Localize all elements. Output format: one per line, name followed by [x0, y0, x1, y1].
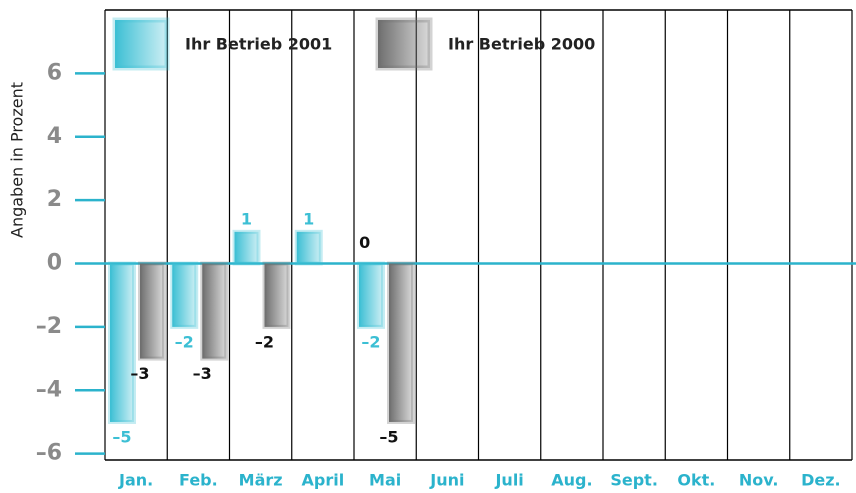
- y-tick-label: –6: [36, 441, 62, 466]
- x-tick-label: April: [302, 471, 345, 490]
- y-tick-label: 4: [47, 124, 62, 149]
- y-tick-label: –4: [36, 377, 62, 402]
- x-tick-label: Juli: [494, 471, 523, 490]
- value-label: –2: [175, 332, 194, 351]
- y-tick-label: 6: [47, 60, 62, 85]
- x-tick-label: Aug.: [551, 471, 592, 490]
- legend-label: Ihr Betrieb 2001: [185, 35, 332, 54]
- x-tick-label: Jan.: [118, 471, 153, 490]
- value-label: 1: [303, 209, 314, 228]
- bar: [200, 261, 229, 361]
- bar: [387, 261, 415, 424]
- bar: [262, 261, 291, 329]
- legend-swatch: [112, 17, 170, 71]
- y-tick-label: 2: [47, 187, 62, 212]
- x-tick-label: Okt.: [677, 471, 715, 490]
- y-axis-label: Angaben in Prozent: [8, 82, 27, 238]
- bar: [170, 261, 199, 329]
- x-tick-label: Nov.: [739, 471, 779, 490]
- bar: [232, 229, 261, 266]
- x-tick-label: Sept.: [610, 471, 658, 490]
- value-label: 0: [359, 233, 370, 252]
- value-label: –5: [112, 427, 131, 446]
- legend-label: Ihr Betrieb 2000: [448, 35, 595, 54]
- bar: [357, 261, 385, 329]
- value-label: –2: [361, 332, 380, 351]
- value-label: –2: [255, 332, 274, 351]
- y-tick-label: 0: [47, 251, 62, 276]
- bar: [294, 229, 323, 266]
- bar: [108, 261, 136, 424]
- x-tick-label: März: [239, 471, 283, 490]
- x-tick-label: Dez.: [801, 471, 841, 490]
- x-tick-label: Juni: [429, 471, 464, 490]
- y-tick-label: –2: [36, 314, 62, 339]
- value-label: –3: [130, 364, 149, 383]
- x-tick-label: Mai: [369, 471, 401, 490]
- value-label: –3: [193, 364, 212, 383]
- x-tick-label: Feb.: [179, 471, 218, 490]
- value-label: –5: [379, 427, 398, 446]
- legend-swatch: [375, 17, 433, 71]
- bar: [138, 261, 166, 361]
- value-label: 1: [241, 209, 252, 228]
